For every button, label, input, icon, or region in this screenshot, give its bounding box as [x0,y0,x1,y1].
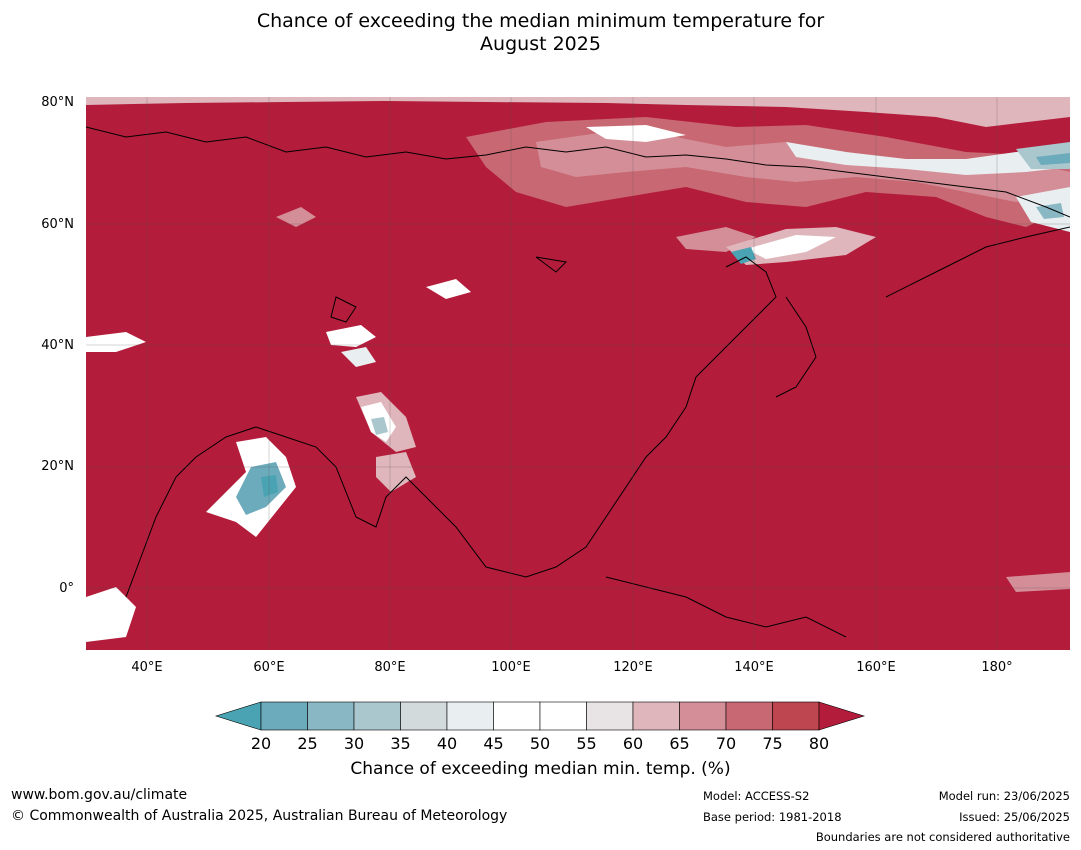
colorbar-tick-label: 55 [576,734,597,753]
coastlines [86,126,1070,638]
colorbar-segment [725,701,773,731]
issued-text: Issued: 25/06/2025 [959,810,1070,824]
colorbar-tick-label: 40 [436,734,458,753]
graticule [86,97,1070,650]
title-line-1: Chance of exceeding the median minimum t… [256,10,825,32]
lon-label-100e: 100°E [491,660,531,675]
arabian-sea-anomaly [86,437,1070,642]
lon-label-40e: 40°E [131,660,163,675]
lat-label-60n: 60°N [41,217,74,232]
colorbar-segment [260,701,308,731]
lon-label-60e: 60°E [253,660,285,675]
copyright-text: © Commonwealth of Australia 2025, Austra… [11,808,508,824]
title-line-2: August 2025 [480,33,601,55]
colorbar-tick-label: 35 [390,734,411,753]
colorbar-tick-label: 65 [669,734,690,753]
colorbar-tick-label: 45 [483,734,504,753]
colorbar-title: Chance of exceeding median min. temp. (%… [350,759,731,779]
forecast-map [86,97,1070,650]
colorbar-tick-label: 60 [622,734,644,753]
colorbar-tick-label: 80 [808,734,830,753]
colorbar-segment [446,701,494,731]
colorbar-high-extension [818,701,866,731]
lat-label-0: 0° [59,581,74,596]
colorbar-low-extension [215,701,262,731]
lon-label-120e: 120°E [613,660,653,675]
base-period-text: Base period: 1981-2018 [703,810,842,824]
map-title: Chance of exceeding the median minimum t… [0,10,1081,56]
colorbar-tick-label: 25 [297,734,318,753]
colorbar-segment [586,701,634,731]
lat-label-20n: 20°N [41,459,74,474]
lat-label-80n: 80°N [41,95,74,110]
lon-label-180: 180° [981,660,1013,675]
disclaimer-text: Boundaries are not considered authoritat… [815,830,1070,844]
colorbar-tick-label: 20 [250,734,272,753]
website-text: www.bom.gov.au/climate [11,787,188,803]
colorbar-tick-label: 50 [529,734,551,753]
okhotsk-anomaly [726,227,876,265]
colorbar-segment [539,701,587,731]
colorbar-segment [493,701,541,731]
lon-label-140e: 140°E [734,660,774,675]
map-canvas [86,97,1070,650]
colorbar-segment [400,701,448,731]
colorbar-segment [307,701,355,731]
lon-label-80e: 80°E [374,660,406,675]
lat-label-40n: 40°N [41,338,74,353]
colorbar-tick-label: 30 [343,734,365,753]
model-text: Model: ACCESS-S2 [703,789,810,803]
model-run-text: Model run: 23/06/2025 [938,789,1070,803]
colorbar-segment [632,701,680,731]
colorbar-segment [772,701,820,731]
colorbar-tick-label: 75 [762,734,783,753]
colorbar [215,701,866,731]
central-asia-anomalies [86,279,471,492]
colorbar-tick-label: 70 [715,734,737,753]
lon-label-160e: 160°E [856,660,896,675]
colorbar-segment [679,701,727,731]
colorbar-segment [353,701,401,731]
